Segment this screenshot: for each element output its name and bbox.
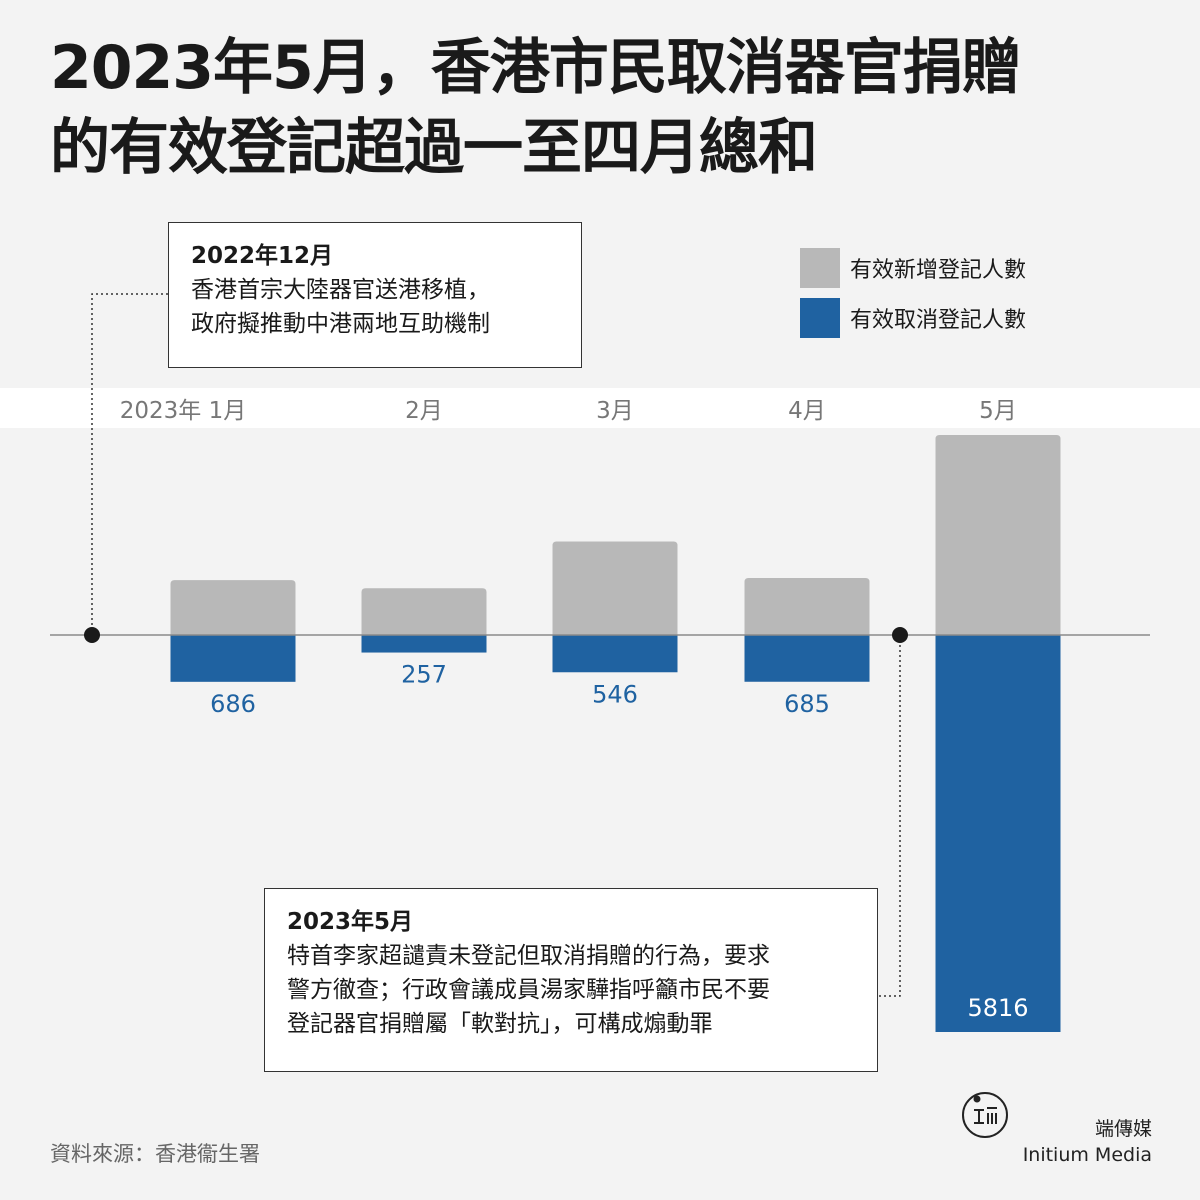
initium-logo-icon: [962, 1092, 1008, 1138]
bar-cancel-3: [552, 635, 678, 673]
bar-cancel-1: [170, 635, 296, 682]
bar-new-4: [744, 578, 870, 635]
marker-dec-2022: [84, 627, 100, 643]
connector-note-2: [878, 635, 901, 997]
annotation-text: 特首李家超譴責未登記但取消捐贈的行為，要求: [287, 943, 770, 969]
month-label: 2月: [405, 398, 443, 424]
chart-title: 2023年5月，香港市民取消器官捐贈 的有效登記超過一至四月總和: [50, 28, 1160, 188]
brand: 端傳媒 Initium Media: [1023, 1116, 1152, 1168]
bar-new-2: [361, 588, 487, 635]
title-line-1: 2023年5月，香港市民取消器官捐贈: [50, 33, 1022, 103]
brand-name-cn: 端傳媒: [1094, 1118, 1152, 1140]
month-label: 4月: [788, 398, 826, 424]
legend-label-cancel: 有效取消登記人數: [850, 308, 1027, 333]
value-label: 546: [592, 680, 638, 708]
annotation-title: 2022年12月: [191, 243, 334, 269]
brand-name-en: Initium Media: [1022, 1144, 1152, 1166]
bar-new-3: [552, 541, 678, 635]
legend-item-cancel: 有效取消登記人數: [800, 298, 1026, 338]
value-labels: 686 257 546 685 5816: [210, 661, 1028, 1022]
annotation-may-2023: 2023年5月 特首李家超譴責未登記但取消捐贈的行為，要求 警方徹查；行政會議成…: [264, 888, 878, 1072]
bar-new-1: [170, 580, 296, 635]
annotation-text: 登記器官捐贈屬「軟對抗」，可構成煽動罪: [287, 1011, 713, 1037]
month-label: 3月: [596, 398, 634, 424]
legend-swatch-cancel: [800, 298, 840, 338]
bar-cancel-5: [935, 635, 1061, 1032]
month-labels: 2023年 1月 2月 3月 4月 5月: [120, 398, 1017, 424]
value-label: 685: [784, 690, 830, 718]
annotation-dec-2022: 2022年12月 香港首宗大陸器官送港移植， 政府擬推動中港兩地互助機制: [168, 222, 582, 368]
legend-label-new: 有效新增登記人數: [850, 258, 1027, 283]
bar-new-5: [935, 435, 1061, 635]
month-label: 2023年 1月: [120, 398, 246, 424]
annotation-text: 香港首宗大陸器官送港移植，: [191, 277, 490, 303]
annotation-text: 政府擬推動中港兩地互助機制: [191, 311, 490, 337]
legend: 有效新增登記人數 有效取消登記人數: [800, 248, 1026, 348]
source-credit: 資料來源：香港衞生署: [50, 1142, 260, 1166]
legend-swatch-new: [800, 248, 840, 288]
legend-item-new: 有效新增登記人數: [800, 248, 1026, 288]
connector-note-1: [91, 293, 168, 635]
value-label: 257: [401, 661, 447, 689]
annotation-text: 警方徹查；行政會議成員湯家驊指呼籲市民不要: [287, 977, 770, 1003]
marker-may-2023: [892, 627, 908, 643]
month-header-band: [0, 388, 1200, 428]
annotation-title: 2023年5月: [287, 909, 414, 935]
bar-cancel-4: [744, 635, 870, 682]
cancel-registration-bars: [170, 635, 1061, 1032]
month-label: 5月: [979, 398, 1017, 424]
value-label: 686: [210, 690, 256, 718]
value-label: 5816: [967, 994, 1028, 1022]
new-registration-bars: [170, 435, 1061, 635]
title-line-2: 的有效登記超過一至四月總和: [50, 113, 818, 183]
bar-cancel-2: [361, 635, 487, 653]
